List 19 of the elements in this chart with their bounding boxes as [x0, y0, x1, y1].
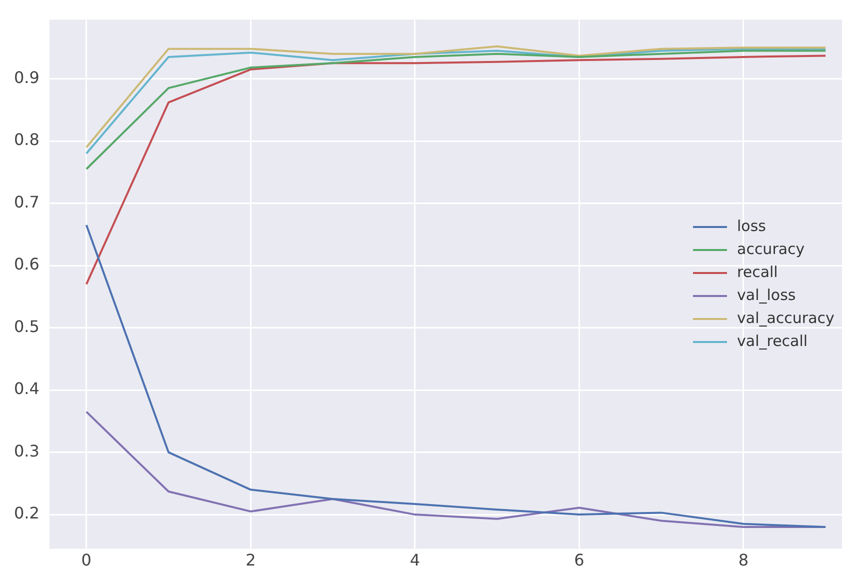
x-tick-label: 2 — [246, 550, 256, 570]
x-tick-label: 8 — [738, 550, 749, 570]
y-tick-label: 0.9 — [14, 68, 40, 87]
y-tick-label: 0.6 — [14, 254, 40, 274]
y-tick-label: 0.2 — [14, 504, 40, 523]
y-tick-label: 0.4 — [14, 379, 40, 398]
x-tick-label: 4 — [410, 550, 420, 570]
legend-label: val_loss — [737, 285, 796, 306]
legend-label: val_accuracy — [737, 308, 834, 330]
y-tick-label: 0.8 — [14, 130, 40, 150]
x-tick-label: 0 — [81, 550, 92, 570]
y-tick-label: 0.5 — [14, 316, 40, 336]
legend-label: recall — [737, 262, 778, 284]
y-tick-label: 0.7 — [14, 192, 40, 212]
legend-label: accuracy — [737, 239, 805, 260]
legend-label: val_recall — [737, 331, 808, 352]
x-tick-label: 6 — [574, 550, 584, 570]
legend-label: loss — [737, 216, 766, 238]
y-tick-label: 0.3 — [14, 441, 40, 460]
